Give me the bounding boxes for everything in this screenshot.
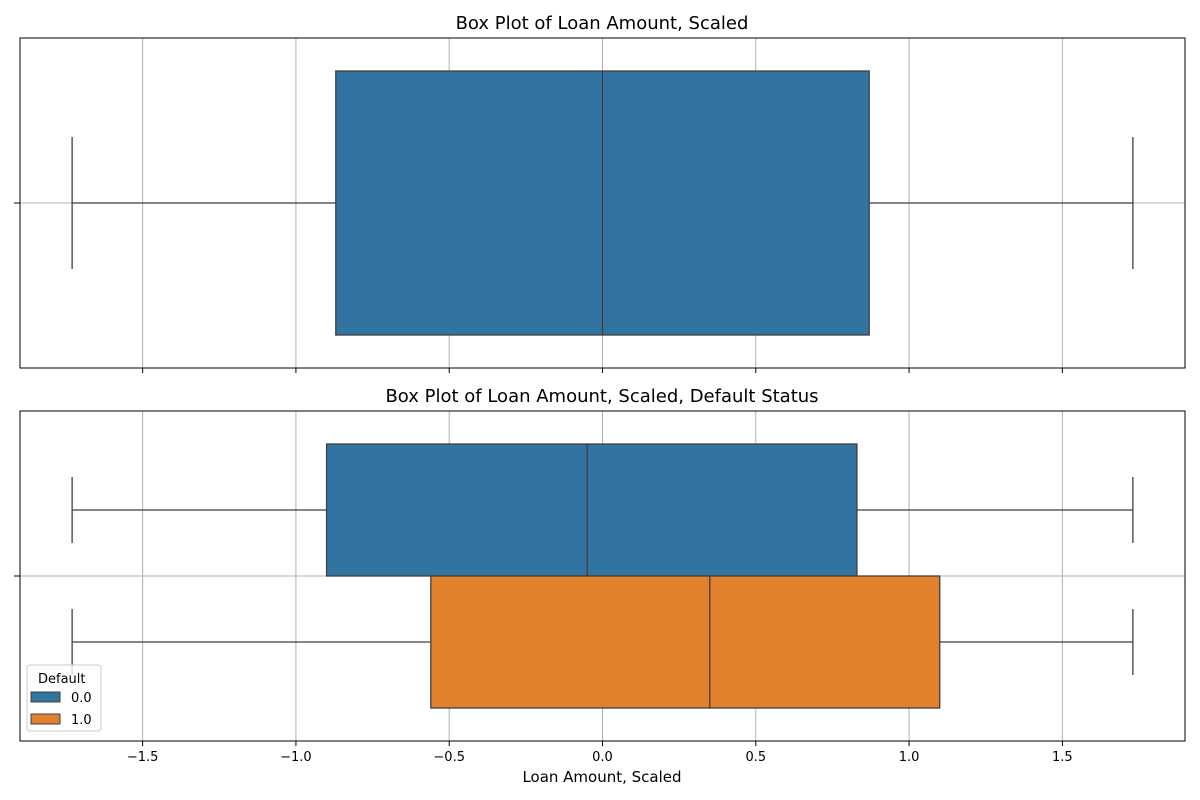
legend-swatch-1 <box>30 713 61 725</box>
x-tick-label: 0.0 <box>592 750 613 765</box>
top-chart-title: Box Plot of Loan Amount, Scaled <box>456 13 749 34</box>
top-panel: Box Plot of Loan Amount, Scaled <box>14 13 1186 373</box>
x-tick-label: −1.0 <box>280 750 312 765</box>
legend-swatch-0 <box>30 691 61 703</box>
bottom-panel: Box Plot of Loan Amount, Scaled, Default… <box>14 386 1186 786</box>
x-tick-label: −0.5 <box>433 750 465 765</box>
top-x-ticks <box>142 368 1063 373</box>
x-tick-label: 1.5 <box>1052 750 1073 765</box>
top-boxes <box>71 70 1134 336</box>
x-tick-label: 0.5 <box>745 750 766 765</box>
bottom-x-ticks: −1.5 −1.0 −0.5 0.0 0.5 1.0 1.5 <box>127 741 1073 765</box>
bottom-box-1-iqr <box>430 575 941 709</box>
bottom-chart-title: Box Plot of Loan Amount, Scaled, Default… <box>385 386 818 407</box>
x-tick-label: 1.0 <box>899 750 920 765</box>
legend-title: Default <box>38 672 86 687</box>
x-tick-label: −1.5 <box>127 750 159 765</box>
bottom-boxes <box>71 443 1134 709</box>
bottom-box-0-iqr <box>325 443 858 577</box>
x-axis-label: Loan Amount, Scaled <box>522 768 681 786</box>
legend-label-0: 0.0 <box>71 691 92 706</box>
legend-label-1: 1.0 <box>71 713 92 728</box>
legend: Default 0.0 1.0 <box>26 664 102 732</box>
